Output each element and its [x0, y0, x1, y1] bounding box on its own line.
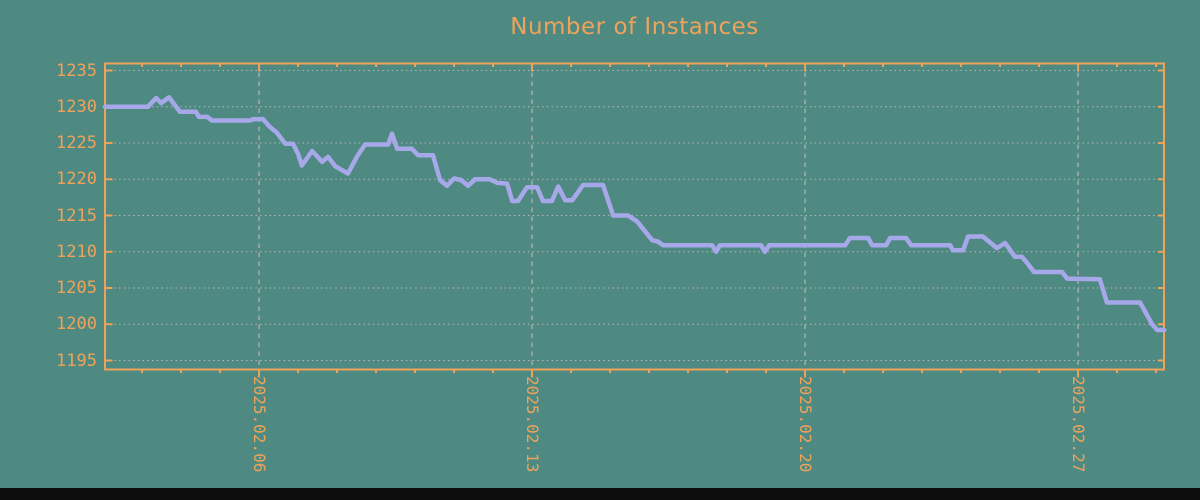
y-tick-label: 1205 — [56, 278, 97, 298]
y-tick-label: 1195 — [56, 350, 97, 371]
y-tick-label: 1230 — [56, 96, 97, 117]
x-tick-label: 2025.02.06 — [249, 376, 269, 473]
x-tick-label: 2025.02.13 — [522, 376, 542, 473]
y-tick-label: 1220 — [56, 169, 97, 190]
plot-border — [104, 62, 1165, 371]
y-tick-label: 1210 — [56, 241, 97, 262]
y-tick-label: 1235 — [56, 60, 97, 81]
x-tick-label: 2025.02.20 — [795, 376, 815, 473]
y-tick-label: 1215 — [56, 205, 97, 226]
y-tick-label: 1200 — [56, 314, 97, 335]
x-tick-label: 2025.02.27 — [1068, 376, 1088, 473]
data-line — [102, 95, 1167, 333]
chart-title: Number of Instances — [510, 14, 759, 40]
y-tick-label: 1225 — [56, 133, 97, 153]
bottom-bar — [0, 488, 1200, 500]
